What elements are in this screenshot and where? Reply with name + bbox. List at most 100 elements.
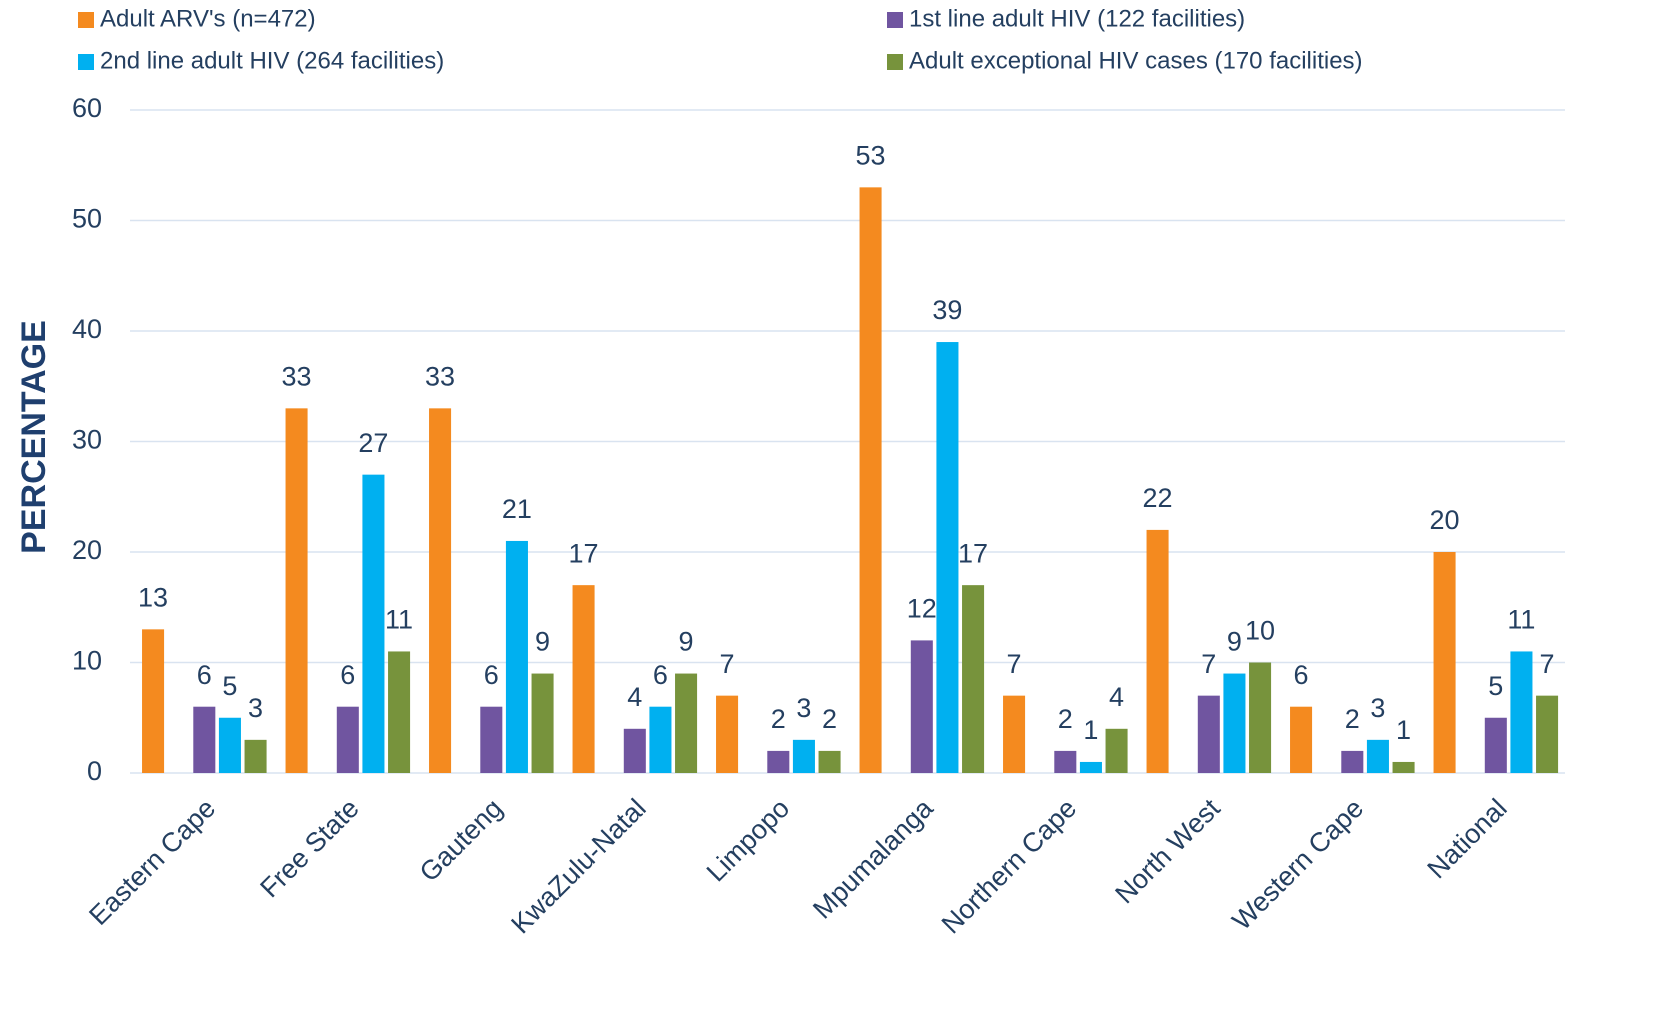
data-label: 22 (1143, 483, 1173, 513)
data-label: 9 (679, 627, 694, 657)
data-label: 17 (569, 538, 599, 568)
data-label: 33 (425, 361, 455, 391)
bar (623, 728, 646, 773)
data-label: 9 (535, 627, 550, 657)
data-label: 2 (822, 704, 837, 734)
y-tick-label: 40 (72, 314, 102, 344)
bar (716, 695, 739, 773)
bar (1054, 750, 1077, 773)
bar (818, 750, 841, 773)
data-label: 4 (1109, 682, 1124, 712)
data-label: 12 (907, 594, 937, 624)
data-label: 5 (222, 671, 237, 701)
legend-swatch (887, 54, 903, 70)
data-label: 3 (796, 693, 811, 723)
data-label: 2 (1345, 704, 1360, 734)
bar (962, 585, 985, 773)
bar (572, 585, 595, 773)
x-tick-label: Limpopo (701, 793, 795, 887)
bar (675, 673, 698, 773)
x-tick-label: Mpumalanga (807, 792, 939, 924)
data-label: 53 (856, 140, 886, 170)
data-label: 3 (248, 693, 263, 723)
bar (218, 717, 241, 773)
bar (1366, 739, 1389, 773)
x-tick-label: North West (1109, 793, 1226, 910)
data-label: 6 (484, 660, 499, 690)
x-tick-label: Eastern Cape (83, 793, 221, 931)
bar (505, 540, 528, 773)
data-label: 6 (1294, 660, 1309, 690)
bar (1536, 695, 1559, 773)
data-label: 4 (627, 682, 642, 712)
x-tick-label: Northern Cape (936, 793, 1082, 939)
bar (1290, 706, 1313, 773)
bar (649, 706, 672, 773)
bar (1484, 717, 1507, 773)
y-tick-label: 30 (72, 425, 102, 455)
y-tick-label: 10 (72, 646, 102, 676)
bar (1003, 695, 1026, 773)
bar (936, 342, 959, 773)
bar (1105, 728, 1128, 773)
x-tick-label: KwaZulu-Natal (505, 793, 651, 939)
data-label: 2 (771, 704, 786, 734)
data-label: 6 (340, 660, 355, 690)
bar (1433, 552, 1456, 773)
data-label: 1 (1396, 715, 1411, 745)
bar (362, 474, 385, 773)
y-axis-title: PERCENTAGE (15, 320, 53, 554)
data-label: 3 (1370, 693, 1385, 723)
legend-swatch (78, 12, 94, 28)
data-label: 10 (1245, 616, 1275, 646)
x-tick-label: Gauteng (414, 793, 508, 887)
data-label: 27 (358, 428, 388, 458)
bar (244, 739, 267, 773)
bar (1079, 761, 1102, 773)
data-label: 7 (1201, 649, 1216, 679)
bar (1392, 761, 1415, 773)
y-tick-label: 20 (72, 535, 102, 565)
bar (285, 408, 308, 773)
y-tick-label: 50 (72, 204, 102, 234)
data-label: 13 (138, 582, 168, 612)
data-label: 20 (1430, 505, 1460, 535)
data-label: 9 (1227, 627, 1242, 657)
bar (429, 408, 452, 773)
legend-swatch (887, 12, 903, 28)
legend-label: Adult ARV's (n=472) (100, 5, 316, 32)
y-tick-label: 60 (72, 93, 102, 123)
bar (1146, 529, 1169, 773)
bar (859, 187, 882, 774)
data-label: 7 (1540, 649, 1555, 679)
bar (142, 629, 165, 773)
bar (388, 651, 411, 773)
data-label: 7 (1007, 649, 1022, 679)
bar (910, 640, 933, 773)
legend-swatch (78, 54, 94, 70)
data-label: 6 (653, 660, 668, 690)
data-label: 17 (958, 538, 988, 568)
data-label: 6 (197, 660, 212, 690)
data-label: 5 (1488, 671, 1503, 701)
bar (767, 750, 790, 773)
bar (1341, 750, 1364, 773)
bar (792, 739, 815, 773)
x-tick-label: Western Cape (1226, 793, 1369, 936)
x-tick-label: Free State (254, 793, 364, 903)
data-label: 21 (502, 494, 532, 524)
data-label: 1 (1083, 715, 1098, 745)
data-label: 2 (1058, 704, 1073, 734)
x-tick-label: National (1422, 793, 1513, 884)
bar (531, 673, 554, 773)
bar (1223, 673, 1246, 773)
bar (193, 706, 216, 773)
data-label: 11 (385, 605, 413, 635)
bar (1197, 695, 1220, 773)
data-label: 33 (282, 361, 312, 391)
bar (480, 706, 503, 773)
data-label: 39 (932, 295, 962, 325)
bar (336, 706, 359, 773)
legend-label: 1st line adult HIV (122 facilities) (909, 5, 1245, 32)
